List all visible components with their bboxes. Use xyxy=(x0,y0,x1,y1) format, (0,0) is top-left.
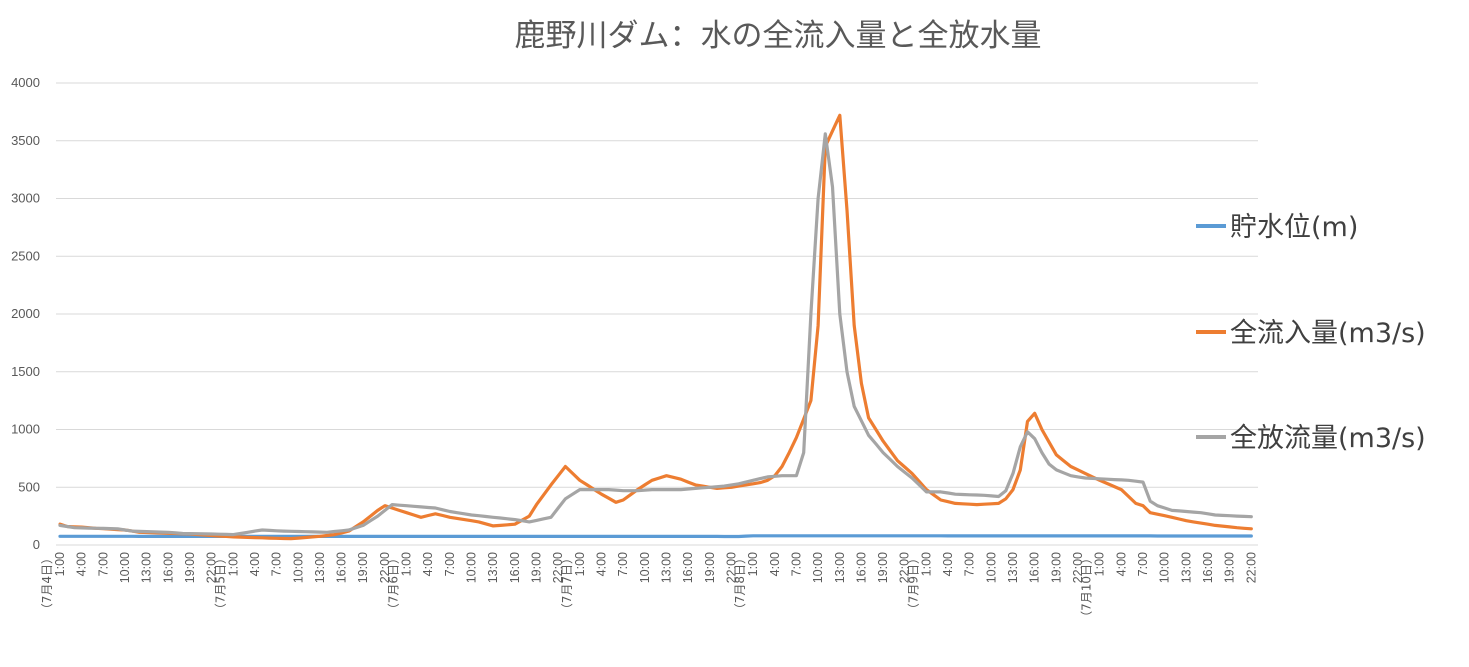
x-tick-label: 7:00 xyxy=(270,552,284,576)
x-tick-label: 1:00 xyxy=(53,552,67,576)
legend-label: 全流入量(m3/s) xyxy=(1230,318,1426,349)
x-tick-label: 4:00 xyxy=(1114,552,1128,576)
series-line xyxy=(58,113,1253,541)
x-tick-label: 1:00 xyxy=(226,552,240,576)
x-tick-label: 22:00 xyxy=(724,552,738,583)
x-day-label: （7月8日） xyxy=(733,552,747,615)
x-tick-label: 13:00 xyxy=(486,552,500,583)
y-tick-label: 1500 xyxy=(11,364,40,379)
x-tick-label: 10:00 xyxy=(291,552,305,583)
legend-label: 貯水位(m) xyxy=(1230,212,1358,243)
x-tick-label: 19:00 xyxy=(1049,552,1063,583)
x-tick-label: 7:00 xyxy=(963,552,977,576)
x-tick-label: 19:00 xyxy=(876,552,890,583)
x-tick-label: 19:00 xyxy=(530,552,544,583)
series-lines xyxy=(58,113,1253,541)
x-tick-label: 4:00 xyxy=(595,552,609,576)
y-tick-label: 1000 xyxy=(11,422,40,437)
x-tick-label: 4:00 xyxy=(248,552,262,576)
x-tick-label: 4:00 xyxy=(75,552,89,576)
x-tick-label: 22:00 xyxy=(1244,552,1258,583)
x-day-label: （7月6日） xyxy=(387,552,401,615)
x-tick-label: 16:00 xyxy=(854,552,868,583)
x-day-label: （7月4日） xyxy=(40,552,54,615)
x-tick-label: 10:00 xyxy=(465,552,479,583)
x-tick-label: 16:00 xyxy=(1028,552,1042,583)
series-line xyxy=(58,132,1253,537)
x-tick-label: 10:00 xyxy=(638,552,652,583)
y-tick-label: 3500 xyxy=(11,133,40,148)
x-tick-label: 1:00 xyxy=(573,552,587,576)
x-tick-label: 1:00 xyxy=(400,552,414,576)
x-tick-label: 7:00 xyxy=(789,552,803,576)
y-tick-label: 4000 xyxy=(11,75,40,90)
x-tick-label: 10:00 xyxy=(811,552,825,583)
y-tick-label: 3000 xyxy=(11,191,40,206)
x-tick-label: 13:00 xyxy=(1179,552,1193,583)
x-tick-label: 22:00 xyxy=(378,552,392,583)
x-tick-label: 19:00 xyxy=(703,552,717,583)
x-tick-label: 7:00 xyxy=(1136,552,1150,576)
x-tick-label: 13:00 xyxy=(313,552,327,583)
x-day-label: （7月9日） xyxy=(906,552,920,615)
gridlines xyxy=(56,82,1258,546)
x-tick-label: 16:00 xyxy=(508,552,522,583)
chart-title: 鹿野川ダム：水の全流入量と全放水量 xyxy=(515,18,1042,54)
x-tick-label: 10:00 xyxy=(1158,552,1172,583)
x-tick-label: 22:00 xyxy=(898,552,912,583)
x-tick-label: 16:00 xyxy=(161,552,175,583)
y-tick-label: 500 xyxy=(18,479,40,494)
x-tick-label: 7:00 xyxy=(616,552,630,576)
x-tick-label: 22:00 xyxy=(1071,552,1085,583)
x-day-label: （7月10日） xyxy=(1080,552,1094,623)
x-tick-label: 16:00 xyxy=(1201,552,1215,583)
x-tick-label: 13:00 xyxy=(140,552,154,583)
x-tick-label: 16:00 xyxy=(335,552,349,583)
x-tick-label: 4:00 xyxy=(421,552,435,576)
x-tick-label: 19:00 xyxy=(356,552,370,583)
x-tick-label: 10:00 xyxy=(984,552,998,583)
x-tick-label: 1:00 xyxy=(919,552,933,576)
x-tick-label: 10:00 xyxy=(118,552,132,583)
x-day-label: （7月7日） xyxy=(560,552,574,615)
x-day-label: （7月5日） xyxy=(213,552,227,615)
y-tick-label: 2000 xyxy=(11,306,40,321)
legend-label: 全放流量(m3/s) xyxy=(1230,423,1426,454)
x-tick-label: 13:00 xyxy=(833,552,847,583)
x-tick-label: 19:00 xyxy=(1223,552,1237,583)
x-tick-label: 16:00 xyxy=(681,552,695,583)
legend: 貯水位(m) 全流入量(m3/s) 全放流量(m3/s) xyxy=(1196,212,1426,454)
x-tick-label: 4:00 xyxy=(768,552,782,576)
y-axis-ticks: 0 500 1000 1500 2000 2500 3000 3500 4000 xyxy=(11,75,40,552)
x-tick-label: 7:00 xyxy=(96,552,110,576)
y-tick-label: 0 xyxy=(33,537,40,552)
x-tick-label: 7:00 xyxy=(443,552,457,576)
x-tick-label: 1:00 xyxy=(1093,552,1107,576)
x-tick-label: 13:00 xyxy=(1006,552,1020,583)
x-tick-label: 22:00 xyxy=(551,552,565,583)
x-tick-label: 4:00 xyxy=(941,552,955,576)
x-tick-label: 1:00 xyxy=(746,552,760,576)
x-tick-label: 19:00 xyxy=(183,552,197,583)
x-axis-ticks: 1:00 4:00 7:00 10:00 13:00 16:00 19:00 22:00 1:0… xyxy=(40,552,1258,623)
y-tick-label: 2500 xyxy=(11,248,40,263)
x-tick-label: 13:00 xyxy=(659,552,673,583)
x-tick-label: 22:00 xyxy=(205,552,219,583)
